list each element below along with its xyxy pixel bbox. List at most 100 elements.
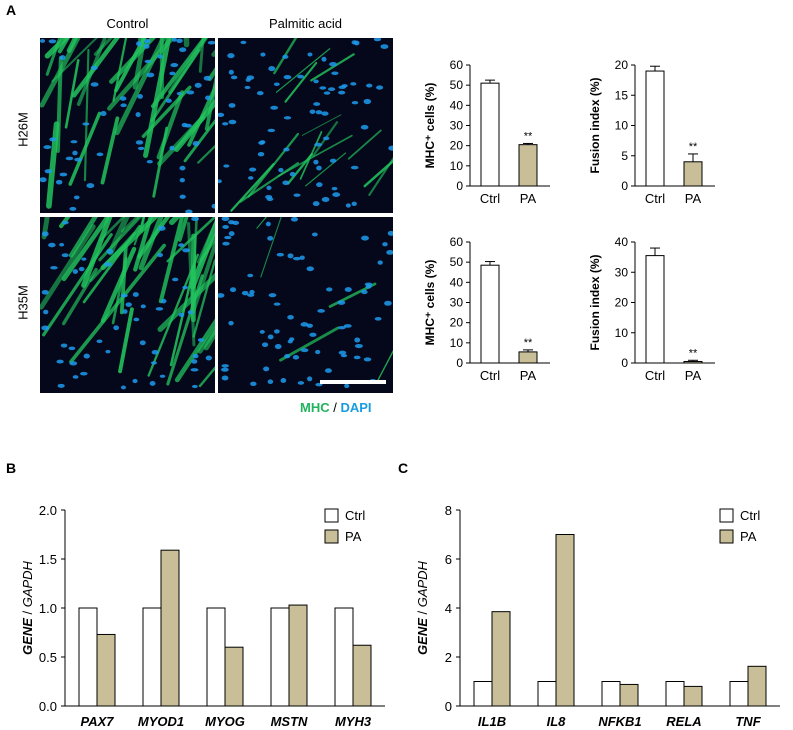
chart-b: GENE / GAPDH 0.0 0.5 1.0 1.5 2.0 PAX7 MYOD1 MYOG… (20, 503, 385, 729)
chart-c-xtick-label: IL1B (478, 714, 506, 729)
chart-c-bar-rela-pa (683, 685, 703, 707)
chart-a4-ytick-label: 30 (615, 265, 629, 279)
chart-c-bar-nfkb1-pa (619, 683, 639, 707)
chart-c-bar-il8-pa (555, 534, 575, 707)
chart-c-bar-il1b-ctrl (473, 681, 493, 707)
chart-a3-ytick-label: 20 (450, 316, 464, 330)
chart-a4-xtick-label: PA (685, 368, 702, 383)
chart-a3-ytick-label: 30 (450, 296, 464, 310)
chart-a4-ylabel: Fusion index (%) (588, 254, 602, 350)
chart-c-bar-tnf-pa (747, 665, 767, 707)
chart-c-legend-label: Ctrl (740, 508, 760, 523)
chart-a3-ytick-label: 0 (456, 356, 463, 370)
chart-c-xtick-label: RELA (666, 714, 701, 729)
chart-a2-bar-ctrl (645, 70, 665, 187)
chart-a1-bar-pa (518, 144, 538, 187)
column-label-control: Control (106, 16, 149, 31)
chart-a2-bar-pa (683, 161, 703, 187)
chart-b-ylabel-ref: GAPDH (20, 560, 35, 607)
chart-c-legend-swatch-pa (719, 529, 734, 544)
micrograph-h35m-control-image (40, 217, 215, 393)
chart-a3-ytick-label: 60 (450, 235, 464, 249)
chart-c-ylabel: GENE / GAPDH (415, 560, 430, 655)
micrograph-h26m-palmitic-acid-image (218, 38, 393, 213)
chart-a3-ytick-label: 40 (450, 275, 464, 289)
chart-c-bar-rela-ctrl (665, 681, 685, 707)
micrograph-h35m-control (40, 217, 215, 393)
chart-c-ytick-label: 6 (445, 552, 452, 567)
chart-b-ytick-label: 0.0 (39, 699, 57, 714)
chart-c-bar-tnf-ctrl (729, 681, 749, 707)
chart-c-ytick-label: 0 (445, 699, 452, 714)
chart-a1-ytick-label: 0 (456, 179, 463, 193)
chart-a3-xtick-label: Ctrl (480, 368, 500, 383)
micrograph-h35m-palmitic-acid-image (218, 217, 393, 393)
chart-c-xtick-label: TNF (735, 714, 761, 729)
chart-a3-xtick-label: PA (520, 368, 537, 383)
chart-c-ylabel-sep: / (415, 607, 430, 618)
panel-letter-b: B (6, 460, 17, 476)
chart-b-xtick-label: MYOD1 (138, 714, 184, 729)
chart-a1-ytick-label: 10 (450, 159, 464, 173)
chart-a1-ytick-label: 50 (450, 78, 464, 92)
chart-c-bar-nfkb1-ctrl (601, 681, 621, 707)
chart-a4-ytick-label: 0 (621, 356, 628, 370)
chart-a2-xtick-label: Ctrl (645, 191, 665, 206)
chart-a1: MHC⁺ cells (%) 0 10 20 30 40 50 60 Ctrl PA ** (423, 58, 550, 206)
chart-a2-xtick-label: PA (685, 191, 702, 206)
chart-c-legend-label: PA (740, 529, 757, 544)
chart-a4-bar-pa (683, 360, 703, 364)
chart-b-ytick-label: 1.0 (39, 601, 57, 616)
chart-b-bar-myod1-ctrl (142, 607, 162, 707)
chart-b-bar-myog-ctrl (206, 607, 226, 707)
chart-b-ytick-label: 1.5 (39, 552, 57, 567)
chart-b-ytick-label: 2.0 (39, 503, 57, 518)
chart-a2-ytick-label: 10 (615, 119, 629, 133)
chart-a3-bar-pa (518, 351, 538, 364)
chart-c-bar-il8-ctrl (537, 681, 557, 707)
chart-b-ylabel-sep: / (20, 607, 35, 618)
chart-a1-ytick-label: 30 (450, 119, 464, 133)
chart-a1-ylabel: MHC⁺ cells (%) (423, 83, 437, 169)
chart-c-xtick-label: IL8 (547, 714, 567, 729)
chart-b-legend-swatch-pa (324, 529, 339, 544)
chart-c-ytick-label: 8 (445, 503, 452, 518)
chart-c-xtick-label: NFKB1 (598, 714, 641, 729)
chart-b-bar-pax7-ctrl (78, 607, 98, 707)
chart-b-bar-mstn-pa (288, 604, 308, 707)
micrograph-h35m-palmitic-acid (218, 217, 393, 393)
chart-a4-xtick-label: Ctrl (645, 368, 665, 383)
scale-bar (320, 380, 386, 384)
chart-a1-ytick-label: 40 (450, 98, 464, 112)
row-label-h35m: H35M (15, 285, 31, 320)
chart-a4-bar-ctrl (645, 255, 665, 364)
chart-a2-ytick-label: 5 (621, 149, 628, 163)
chart-c-ylabel-ref: GAPDH (415, 560, 430, 607)
chart-b-bar-myh3-ctrl (334, 607, 354, 707)
chart-a1-bar-ctrl (480, 82, 500, 187)
chart-b-ylabel: GENE / GAPDH (20, 560, 35, 655)
chart-b-xtick-label: MSTN (271, 714, 308, 729)
chart-c: GENE / GAPDH 0 2 4 6 8 IL1B IL8 NFKB1 RELA TNF Ctrl… (415, 503, 780, 729)
chart-b-bar-mstn-ctrl (270, 607, 290, 707)
chart-a3-ytick-label: 50 (450, 255, 464, 269)
chart-b-ylabel-gene: GENE (20, 618, 35, 655)
chart-b-legend-swatch-ctrl (324, 508, 339, 523)
chart-a4-ytick-label: 10 (615, 326, 629, 340)
chart-a1-ytick-label: 20 (450, 139, 464, 153)
stain-legend-dapi: DAPI (340, 400, 372, 415)
chart-a3: MHC⁺ cells (%) 0 10 20 30 40 50 60 Ctrl PA ** (423, 235, 550, 383)
panel-letter-a: A (6, 2, 17, 18)
chart-b-bar-myog-pa (224, 646, 244, 707)
chart-b-legend-label: PA (345, 529, 362, 544)
chart-a1-xtick-label: PA (520, 191, 537, 206)
chart-b-bar-myh3-pa (352, 644, 372, 707)
chart-c-ytick-label: 4 (445, 601, 452, 616)
stain-legend-separator: / (329, 400, 341, 415)
chart-a1-xtick-label: Ctrl (480, 191, 500, 206)
chart-c-bar-il1b-pa (491, 611, 511, 707)
chart-b-bar-pax7-pa (96, 633, 116, 707)
chart-a2-ylabel: Fusion index (%) (588, 77, 602, 173)
chart-c-ytick-label: 2 (445, 650, 452, 665)
chart-a2-ytick-label: 20 (615, 58, 629, 72)
